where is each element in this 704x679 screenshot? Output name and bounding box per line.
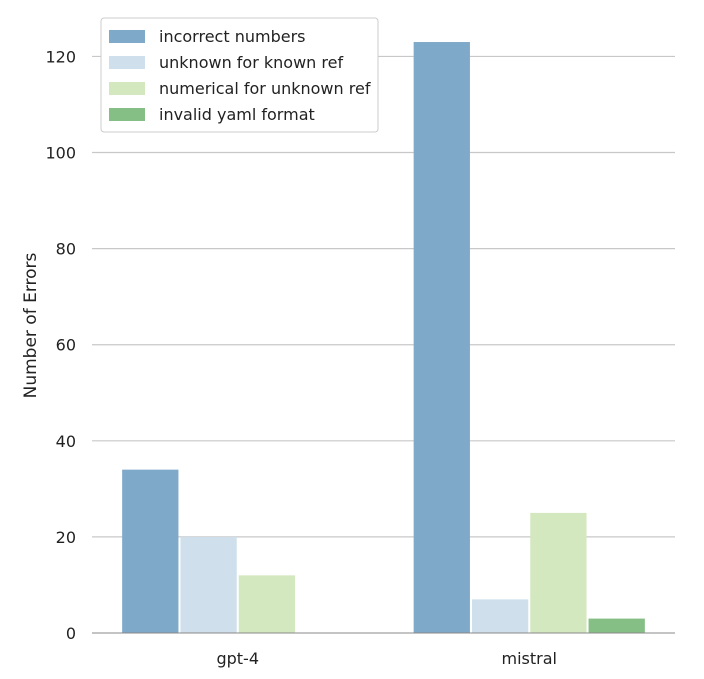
legend-label: invalid yaml format [159,105,315,124]
bar [471,599,529,633]
legend-label: unknown for known ref [159,53,343,72]
x-tick-label: mistral [502,649,557,668]
legend: incorrect numbers unknown for known ref nu… [100,17,379,133]
y-tick-label: 40 [56,432,76,451]
y-tick-label: 100 [45,144,76,163]
y-tick-label: 120 [45,47,76,66]
legend-box [100,17,379,133]
legend-swatch [109,56,145,69]
legend-label: incorrect numbers [159,27,305,46]
bar [122,469,179,633]
x-tick-labels: gpt-4 mistral [216,649,557,668]
y-tick-labels: 0 20 40 60 80 100 120 [45,47,76,643]
bar [588,618,645,633]
y-tick-label: 80 [56,240,76,259]
bar [180,536,237,633]
bars [122,42,645,633]
legend-swatch [109,108,145,121]
y-tick-label: 60 [56,336,76,355]
legend-label: numerical for unknown ref [159,79,371,98]
bar [413,42,470,633]
bar [238,575,296,633]
y-tick-label: 20 [56,528,76,547]
legend-swatch [109,82,145,95]
x-tick-label: gpt-4 [216,649,259,668]
bar [530,512,587,633]
legend-swatch [109,30,145,43]
y-axis-label: Number of Errors [21,252,41,398]
y-tick-label: 0 [66,624,76,643]
